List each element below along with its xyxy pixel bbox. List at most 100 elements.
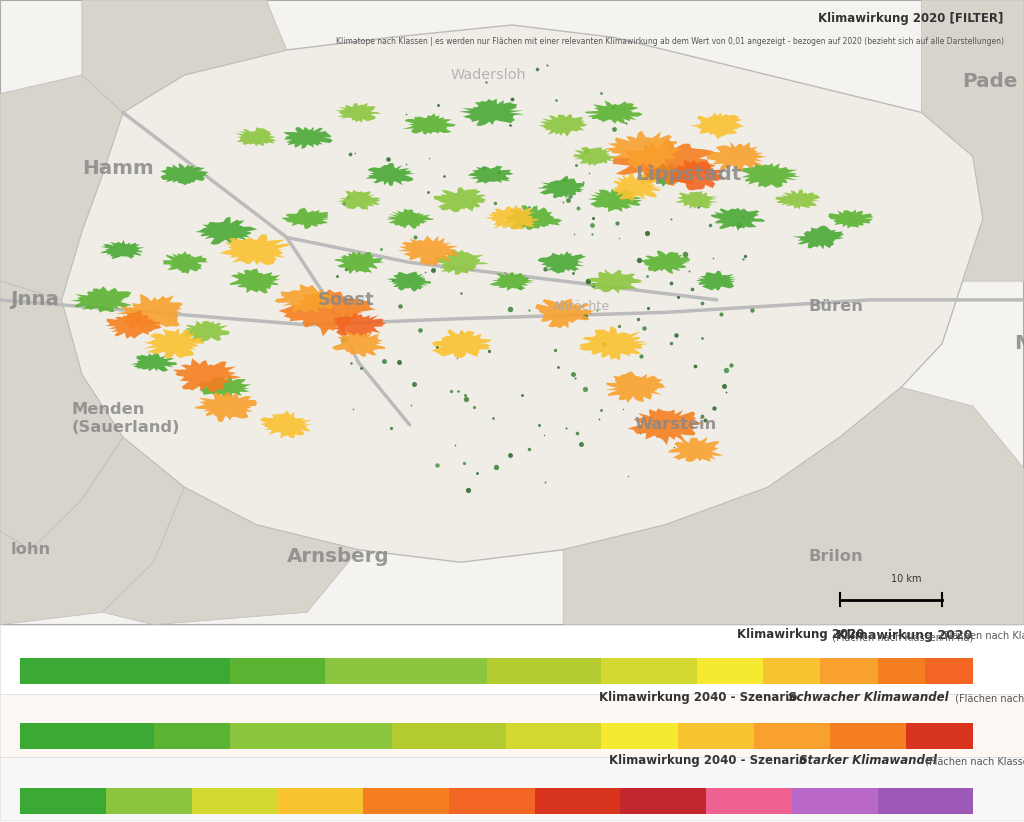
Polygon shape: [707, 142, 768, 172]
Polygon shape: [279, 289, 376, 336]
Bar: [154, 723, 230, 749]
Polygon shape: [143, 329, 205, 358]
Polygon shape: [604, 372, 667, 403]
Text: M: M: [1014, 334, 1024, 353]
Polygon shape: [775, 190, 821, 209]
Polygon shape: [459, 99, 524, 126]
Polygon shape: [505, 206, 562, 230]
Polygon shape: [484, 205, 539, 229]
Polygon shape: [612, 173, 664, 201]
Bar: [678, 723, 754, 749]
Polygon shape: [366, 163, 415, 186]
Polygon shape: [161, 163, 209, 186]
Bar: [278, 788, 364, 814]
Polygon shape: [434, 250, 489, 275]
Polygon shape: [689, 113, 744, 139]
Polygon shape: [196, 217, 257, 245]
Polygon shape: [402, 113, 457, 135]
Bar: [392, 723, 506, 749]
Bar: [829, 723, 906, 749]
Bar: [230, 658, 326, 684]
Polygon shape: [489, 271, 536, 291]
Polygon shape: [641, 251, 690, 274]
Bar: [926, 658, 973, 684]
Polygon shape: [587, 269, 643, 293]
Polygon shape: [334, 313, 386, 337]
Polygon shape: [116, 293, 183, 331]
Polygon shape: [922, 0, 1024, 281]
Text: Büren: Büren: [809, 298, 864, 314]
Text: Soest: Soest: [317, 291, 374, 309]
Polygon shape: [70, 286, 133, 312]
Polygon shape: [236, 127, 276, 146]
Bar: [601, 658, 696, 684]
Polygon shape: [332, 331, 385, 357]
Bar: [487, 658, 601, 684]
Polygon shape: [181, 321, 230, 342]
Polygon shape: [0, 281, 123, 550]
Polygon shape: [82, 0, 287, 113]
Text: Ahröchte: Ahröchte: [553, 299, 610, 312]
Bar: [326, 658, 487, 684]
Text: Warstein: Warstein: [635, 418, 717, 432]
Polygon shape: [274, 284, 338, 313]
Polygon shape: [431, 330, 492, 358]
Polygon shape: [588, 188, 643, 212]
Polygon shape: [828, 210, 873, 229]
Bar: [535, 788, 621, 814]
Polygon shape: [61, 25, 983, 562]
Text: Klimawirkung 2020: Klimawirkung 2020: [838, 630, 973, 643]
Bar: [763, 658, 820, 684]
Text: Klimawirkung 2020 [FILTER]: Klimawirkung 2020 [FILTER]: [818, 12, 1004, 25]
Bar: [0, 694, 1024, 757]
Polygon shape: [433, 187, 487, 212]
Bar: [20, 723, 154, 749]
Polygon shape: [613, 139, 716, 186]
Polygon shape: [102, 487, 358, 625]
Bar: [696, 658, 763, 684]
Polygon shape: [628, 409, 701, 445]
Polygon shape: [793, 225, 844, 249]
Polygon shape: [579, 326, 650, 361]
Polygon shape: [220, 234, 290, 266]
Polygon shape: [538, 252, 586, 274]
Bar: [754, 723, 829, 749]
Polygon shape: [739, 163, 800, 187]
Polygon shape: [397, 235, 461, 266]
Text: (Flächen nach Klassen in ha): (Flächen nach Klassen in ha): [922, 757, 1024, 767]
Text: Klimawirkung 2040 - Szenario: Klimawirkung 2040 - Szenario: [599, 690, 802, 704]
Text: Klimawirkung 2020: Klimawirkung 2020: [737, 627, 864, 640]
Text: Starker Klimawandel: Starker Klimawandel: [799, 754, 937, 767]
Bar: [707, 788, 792, 814]
Text: Pade: Pade: [963, 72, 1018, 90]
Text: Schwacher Klimawandel: Schwacher Klimawandel: [788, 690, 949, 704]
Polygon shape: [195, 392, 257, 423]
Text: Jnna: Jnna: [10, 290, 59, 309]
Bar: [621, 788, 707, 814]
Polygon shape: [163, 252, 208, 274]
Polygon shape: [571, 146, 616, 166]
Polygon shape: [711, 208, 765, 231]
Bar: [906, 723, 973, 749]
Bar: [0, 625, 1024, 694]
Bar: [506, 723, 601, 749]
Polygon shape: [535, 298, 596, 329]
Bar: [106, 788, 191, 814]
Polygon shape: [284, 127, 333, 149]
Polygon shape: [173, 358, 242, 392]
Polygon shape: [260, 410, 313, 439]
Text: Lippstadt: Lippstadt: [635, 165, 741, 184]
Polygon shape: [198, 376, 252, 397]
Bar: [230, 723, 392, 749]
Text: (Flächen nach Klassen in ha): (Flächen nach Klassen in ha): [828, 632, 973, 643]
Polygon shape: [640, 164, 691, 187]
Bar: [191, 788, 278, 814]
Text: Klimatope nach Klassen | es werden nur Flächen mit einer relevanten Klimawirkung: Klimatope nach Klassen | es werden nur F…: [336, 38, 1004, 47]
Bar: [449, 788, 535, 814]
Bar: [20, 788, 106, 814]
Text: Menden
(Sauerland): Menden (Sauerland): [72, 402, 180, 435]
Text: Klimawirkung 2040 - Szenario: Klimawirkung 2040 - Szenario: [609, 754, 812, 767]
Text: (Flächen nach Klassen in ha): (Flächen nach Klassen in ha): [937, 630, 1024, 640]
Polygon shape: [229, 269, 281, 293]
Polygon shape: [666, 159, 726, 191]
